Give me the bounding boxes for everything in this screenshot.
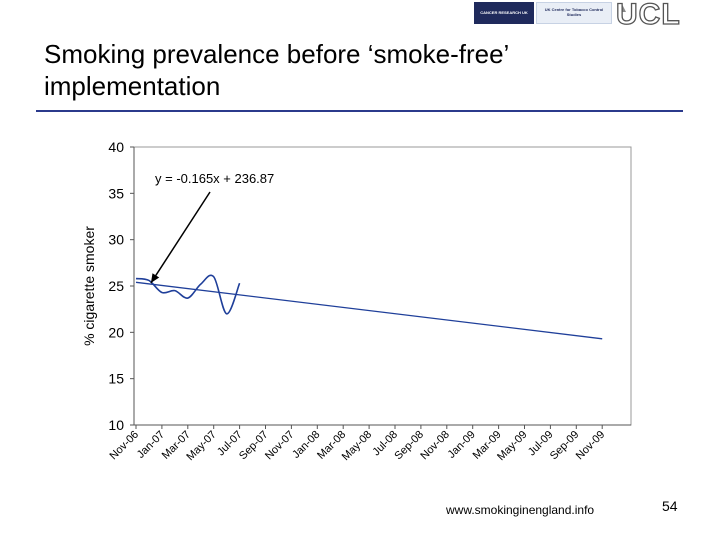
annotation-arrow xyxy=(150,191,211,284)
x-tick-label: Nov-06 xyxy=(108,429,142,463)
x-tick-label: Nov-07 xyxy=(263,429,297,463)
prevalence-series xyxy=(135,274,241,315)
title-divider xyxy=(36,110,683,112)
ucl-crest-icon xyxy=(618,4,626,12)
footer-url: www.smokinginengland.info xyxy=(446,503,595,517)
y-tick-label: 10 xyxy=(108,417,124,433)
plot-area xyxy=(133,146,632,426)
y-tick-label: 30 xyxy=(108,232,124,248)
y-tick-label: 40 xyxy=(108,139,124,155)
y-axis: 10 15 20 25 30 35 40 xyxy=(108,139,135,433)
tobacco-control-centre-logo: UK Centre for Tobacco Control Studies xyxy=(536,2,612,24)
regression-equation-label: y = -0.165x + 236.87 xyxy=(155,171,274,186)
annotation-layer: y = -0.165x + 236.87 xyxy=(150,171,274,284)
cruk-logo-text: CANCER RESEARCH UK xyxy=(480,9,528,15)
header-logos: CANCER RESEARCH UK UK Centre for Tobacco… xyxy=(0,0,720,32)
y-axis-label: % cigarette smoker xyxy=(81,226,97,346)
ucl-logo: UCL xyxy=(615,0,681,32)
slide-title: Smoking prevalence before ‘smoke-free’ i… xyxy=(44,39,509,101)
arrowhead-icon xyxy=(150,273,160,283)
y-tick-label: 25 xyxy=(108,278,124,294)
x-tick-label: Nov-09 xyxy=(574,429,608,463)
y-tick-label: 15 xyxy=(108,371,124,387)
y-tick-label: 20 xyxy=(108,324,124,340)
x-axis: Nov-06Jan-07Mar-07May-07Jul-07Sep-07Nov-… xyxy=(108,424,631,463)
trendline-series xyxy=(135,281,603,340)
centre-logo-text: UK Centre for Tobacco Control Studies xyxy=(544,7,604,17)
x-tick-label: Nov-08 xyxy=(418,429,452,463)
page-number: 54 xyxy=(662,498,678,514)
series-layer xyxy=(135,274,603,340)
cancer-research-uk-logo: CANCER RESEARCH UK xyxy=(474,2,534,24)
y-tick-label: 35 xyxy=(108,185,124,201)
